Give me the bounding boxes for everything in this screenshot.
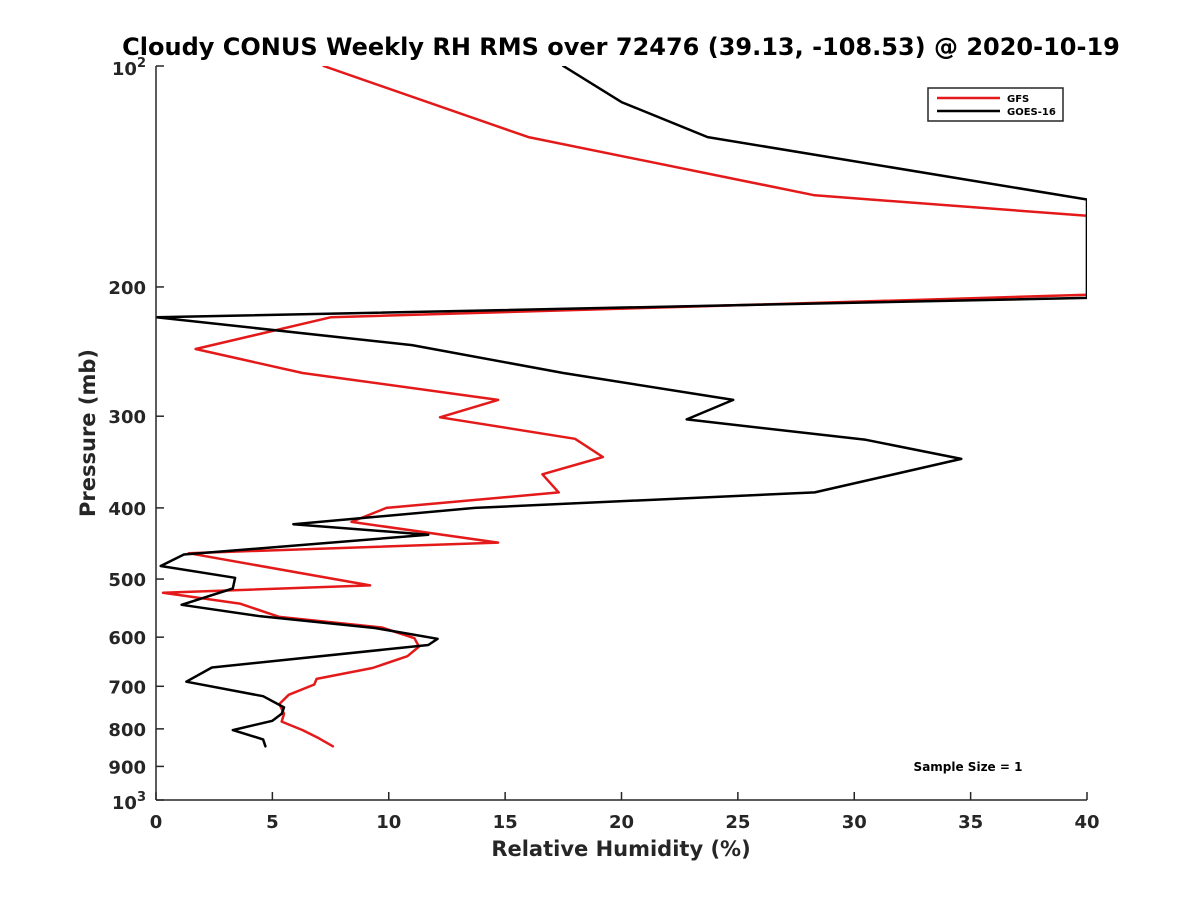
legend-label-goes-16: GOES-16 — [1007, 107, 1056, 118]
x-axis-label: Relative Humidity (%) — [491, 837, 750, 861]
x-tick-label: 30 — [842, 812, 867, 833]
series-line-gfs — [161, 66, 1087, 748]
x-tick-label: 40 — [1074, 812, 1099, 833]
x-axis-ticks: 0 5 10 15 20 25 30 35 40 — [150, 792, 1100, 833]
y-tick-label: 200 — [108, 278, 146, 299]
y-axis-ticks: 200 300 400 500 600 700 800 900 102 103 — [108, 56, 164, 814]
y-tick-label: 103 — [112, 790, 146, 814]
chart-title: Cloudy CONUS Weekly RH RMS over 72476 (3… — [122, 33, 1120, 61]
x-tick-label: 35 — [958, 812, 983, 833]
y-tick-label: 500 — [108, 570, 146, 591]
series-line-goes-16 — [156, 66, 1087, 748]
legend-label-gfs: GFS — [1007, 94, 1029, 105]
y-tick-label: 400 — [108, 499, 146, 520]
x-tick-label: 5 — [266, 812, 279, 833]
y-tick-label: 300 — [108, 407, 146, 428]
x-tick-label: 25 — [725, 812, 750, 833]
x-tick-label: 0 — [150, 812, 163, 833]
x-tick-label: 15 — [493, 812, 518, 833]
x-tick-label: 20 — [609, 812, 634, 833]
y-tick-label: 102 — [112, 56, 146, 80]
y-tick-label: 800 — [108, 720, 146, 741]
legend-box — [927, 87, 1064, 122]
plot-area — [156, 66, 1087, 748]
y-tick-label: 600 — [108, 628, 146, 649]
y-tick-label: 700 — [108, 677, 146, 698]
sample-size-annotation: Sample Size = 1 — [914, 760, 1023, 774]
y-axis-label: Pressure (mb) — [76, 349, 100, 517]
x-tick-label: 10 — [376, 812, 401, 833]
legend: GFS GOES-16 — [927, 87, 1064, 122]
y-tick-label: 900 — [108, 757, 146, 778]
